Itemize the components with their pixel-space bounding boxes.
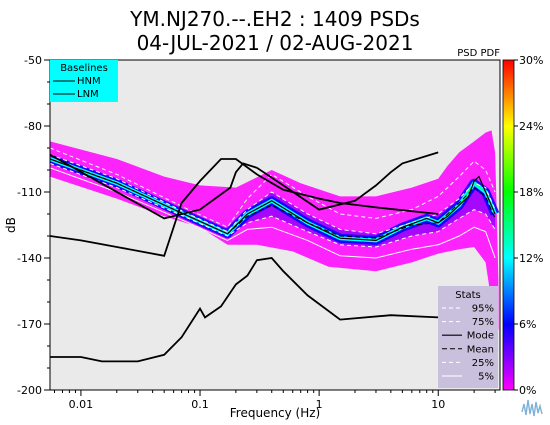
x-tick-label: 10 [431,398,445,411]
x-axis-title: Frequency (Hz) [230,406,321,420]
stats-line-mean [50,158,496,239]
stats-legend-title: Stats [455,290,481,301]
chart-subtitle: 04-JUL-2021 / 02-AUG-2021 [137,31,414,55]
stats-legend-label: 5% [478,372,494,383]
hnm-legend-label: HNM [77,76,101,87]
baselines-legend: Baselines HNM LNM [50,60,118,102]
y-tick-label: -170 [17,318,42,331]
lnm-line [50,158,439,257]
stats-line-5pct [50,167,496,259]
colorbar-axis: 0% 6% 12% 18% 24% 30% [514,54,543,397]
stats-legend-rows: 95% 75% Mode Mean 25% 5% [442,304,494,383]
stats-line-75pct [50,154,496,235]
y-tick-label: -200 [17,384,42,397]
y-tick-label: -50 [24,54,42,67]
hnm-line [50,151,439,220]
y-axis-title: dB [4,217,18,233]
colorbar-tick-label: 30% [519,54,543,67]
chart-title: YM.NJ270.--.EH2 : 1409 PSDs [129,7,420,31]
baselines-legend-title: Baselines [60,63,108,74]
stats-legend: Stats 95% 75% Mode Mean 25% 5% [438,286,498,388]
y-tick-label: -110 [17,186,42,199]
y-tick-label: -80 [24,120,42,133]
colorbar-tick-label: 18% [519,186,543,199]
stats-legend-label: Mode [467,331,494,342]
lnm-legend-label: LNM [77,89,99,100]
x-tick-label: 0.1 [191,398,209,411]
x-tick-label: 0.01 [69,398,94,411]
colorbar-tick-label: 6% [519,318,536,331]
stats-legend-box [438,286,498,388]
colorbar [502,59,515,391]
stats-legend-label: 25% [472,358,494,369]
waveform-logo-icon [521,399,543,417]
stats-legend-label: 95% [472,304,494,315]
lower-noise-line [50,257,439,363]
stats-legend-label: Mean [467,344,494,355]
colorbar-label: PSD PDF [457,48,500,59]
x-tick-label: 1 [316,398,323,411]
psd-density-envelope [50,130,499,346]
curves-layer [50,147,496,363]
stats-line-25pct [50,162,496,248]
y-axis: -50 -80 -110 -140 -170 -200 [17,54,50,397]
colorbar-tick-label: 12% [519,252,543,265]
plot-frame [49,59,501,391]
colorbar-tick-label: 24% [519,120,543,133]
stats-legend-label: 75% [472,317,494,328]
x-axis: 0.01 0.1 1 10 [54,390,496,411]
colorbar-tick-label: 0% [519,384,536,397]
y-tick-label: -140 [17,252,42,265]
